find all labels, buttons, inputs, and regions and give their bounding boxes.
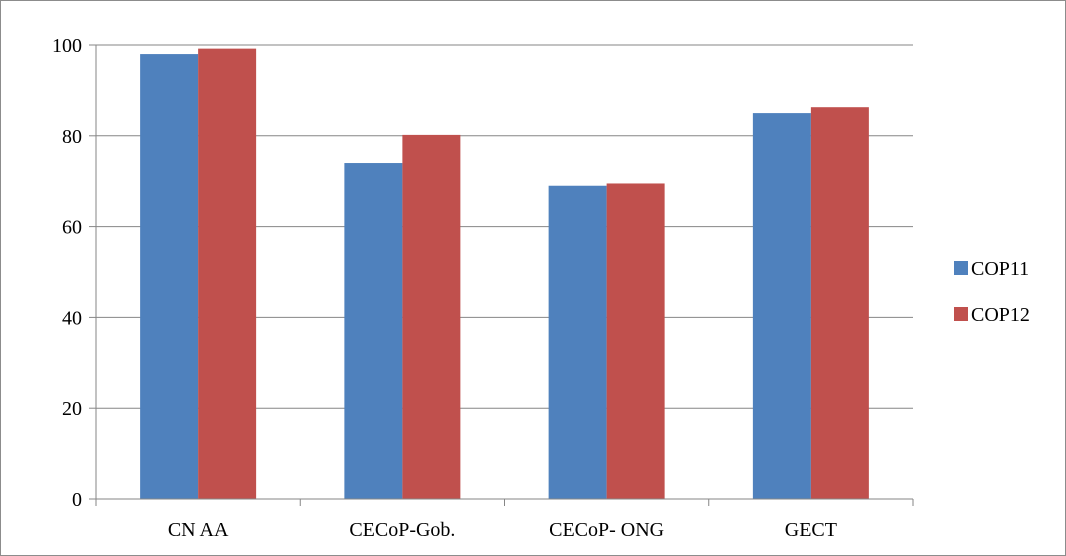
y-tick-label: 80 (62, 126, 82, 148)
x-category-label: CECoP-Gob. (349, 519, 455, 541)
y-tick-label: 100 (52, 35, 82, 57)
legend-swatch-cop12 (954, 307, 968, 321)
bar-cop12-1 (402, 134, 461, 499)
bar-cop12-0 (198, 48, 257, 500)
legend-label-cop11: COP11 (971, 258, 1029, 280)
legend: COP11 COP12 (954, 258, 1030, 326)
y-tick-label: 40 (62, 307, 82, 329)
bar-cop12-3 (810, 107, 869, 499)
legend-label-cop12: COP12 (971, 304, 1030, 326)
x-category-label: GECT (785, 519, 837, 541)
bar-cop11-0 (140, 54, 199, 500)
axes: 0 20 40 60 80 100 CN AA CECoP-Gob. CECoP- ONG GEC… (52, 35, 914, 541)
bar-cop11-2 (548, 185, 607, 500)
bar-cop12-2 (606, 183, 665, 499)
y-tick-label: 20 (62, 398, 82, 420)
bar-cop11-1 (344, 163, 403, 500)
y-tick-label: 0 (72, 489, 82, 511)
bar-cop11-3 (752, 113, 811, 499)
x-category-label: CN AA (168, 519, 229, 541)
bars (140, 48, 869, 500)
legend-swatch-cop11 (954, 261, 968, 275)
x-category-label: CECoP- ONG (549, 519, 664, 541)
y-tick-label: 60 (62, 217, 82, 239)
